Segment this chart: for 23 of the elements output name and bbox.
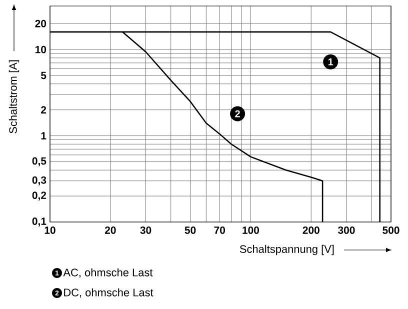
- annotation: 1: [328, 58, 334, 66]
- annotation: 2: [235, 110, 240, 118]
- y-tick-label: 2: [41, 106, 46, 114]
- x-tick-label: 50: [184, 226, 196, 234]
- y-tick-label: 0,1: [32, 218, 46, 226]
- x-tick-label: 200: [302, 226, 320, 234]
- x-tick-label: 500: [382, 226, 400, 234]
- x-tick-label: 300: [338, 226, 355, 234]
- y-tick-label: 10: [36, 46, 46, 54]
- y-tick-label: 20: [35, 20, 46, 28]
- x-tick-label: 70: [214, 226, 226, 234]
- y-tick-label: 1: [41, 132, 46, 140]
- y-tick-label: 5: [40, 72, 46, 80]
- y-tick-label: 0,3: [32, 176, 46, 186]
- x-axis-title: Schaltspannung [V]: [240, 244, 334, 256]
- x-tick-label: 30: [140, 226, 152, 234]
- legend-label: DC, ohmsche Last: [64, 288, 154, 298]
- y-tick-label: 0,2: [32, 192, 46, 201]
- x-tick-label: 20: [104, 226, 116, 234]
- x-tick-label: 100: [242, 226, 260, 234]
- y-tick-label: 0,5: [32, 157, 46, 166]
- y-axis-title: Schaltstrom [A]: [8, 60, 20, 134]
- legend-label: AC, ohmsche Last: [63, 268, 153, 278]
